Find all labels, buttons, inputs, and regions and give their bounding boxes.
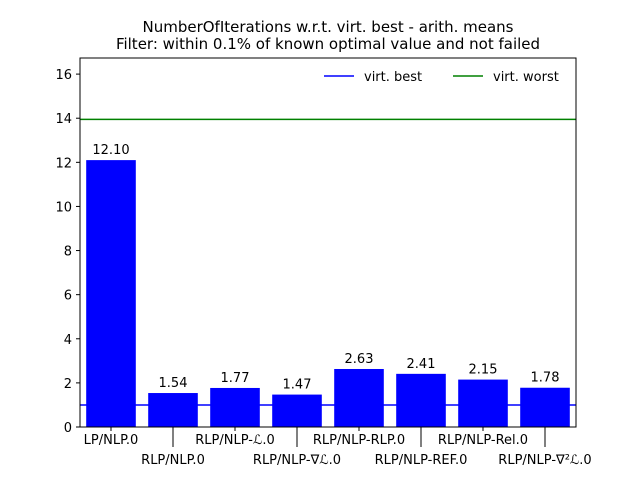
data-label: 1.47: [283, 378, 312, 393]
y-tick-label: 12: [55, 156, 72, 171]
bar: [520, 387, 570, 427]
bar: [86, 160, 136, 427]
y-tick-label: 6: [64, 289, 72, 304]
y-tick-label: 0: [64, 421, 72, 436]
bar: [396, 373, 446, 427]
y-tick-label: 10: [55, 200, 72, 215]
legend-label: virt. best: [364, 70, 422, 85]
plot-frame: [79, 57, 577, 428]
x-tick-label: RLP/NLP-Rel.0: [438, 433, 528, 448]
chart-subtitle: Filter: within 0.1% of known optimal val…: [116, 35, 540, 53]
bar: [334, 368, 384, 427]
y-tick-label: 8: [64, 245, 72, 260]
y-tick-label: 14: [55, 112, 72, 127]
x-tick-label: RLP/NLP-REF.0: [375, 453, 468, 468]
x-tick-label: RLP/NLP-RLP.0: [313, 433, 405, 448]
data-label: 2.63: [345, 352, 374, 367]
x-tick-label: RLP/NLP-∇ℒ.0: [253, 453, 341, 468]
bar: [148, 393, 198, 427]
chart-title: NumberOfIterations w.r.t. virt. best - a…: [142, 18, 513, 36]
data-label: 1.77: [221, 371, 250, 386]
bar: [210, 387, 260, 427]
x-tick-label: RLP/NLP.0: [141, 453, 205, 468]
y-tick-label: 4: [64, 333, 72, 348]
legend-label: virt. worst: [493, 70, 559, 85]
bar: [272, 394, 322, 427]
data-label: 1.54: [159, 376, 188, 391]
x-tick-label: RLP/NLP-ℒ.0: [195, 433, 274, 448]
data-label: 12.10: [92, 143, 129, 158]
data-label: 2.41: [407, 357, 436, 372]
x-tick-label: LP/NLP.0: [84, 433, 139, 448]
data-label: 2.15: [469, 363, 498, 378]
bar: [458, 379, 508, 427]
y-tick-label: 16: [55, 68, 72, 83]
x-tick-label: RLP/NLP-∇²ℒ.0: [498, 453, 591, 468]
y-tick-label: 2: [64, 377, 72, 392]
data-label: 1.78: [531, 371, 560, 386]
